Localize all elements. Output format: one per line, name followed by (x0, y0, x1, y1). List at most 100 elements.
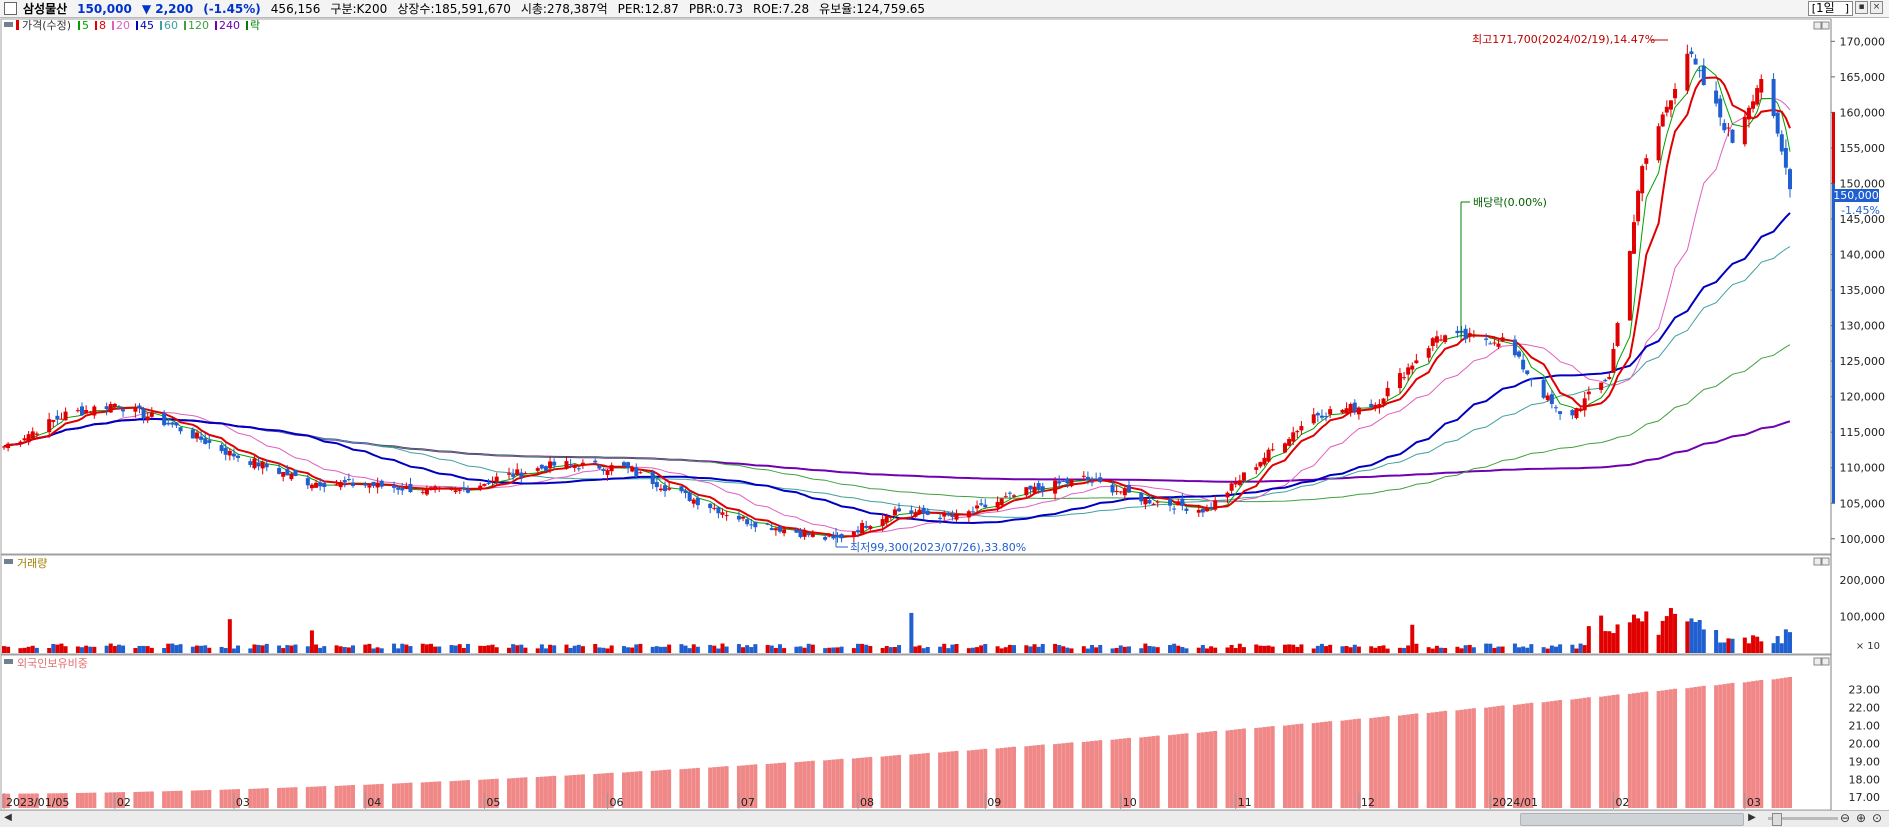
foreign-bar (256, 788, 261, 808)
candle-body (946, 512, 951, 516)
price-restore-icon[interactable] (1813, 21, 1822, 30)
close-icon[interactable]: × (1870, 1, 1883, 14)
candle-body (679, 486, 684, 492)
foreign-bar (428, 781, 433, 808)
volume-menu-icon[interactable] (4, 559, 13, 564)
candle-body (1057, 481, 1062, 484)
volume-bar (979, 645, 984, 653)
volume-bar (925, 647, 930, 653)
foreign-bar (84, 792, 89, 808)
foreign-bar (34, 793, 39, 808)
volume-bar (884, 646, 889, 653)
scroll-bar[interactable]: ◀ ▶ ⊖ ⊕ ⊙ (0, 810, 1889, 827)
foreign-bar (371, 784, 376, 808)
zoom-slider-knob[interactable] (1772, 813, 1782, 826)
foreign-bar (954, 750, 959, 808)
select-checkbox[interactable] (4, 2, 17, 15)
candle-body (108, 404, 113, 413)
volume-restore-icon[interactable] (1813, 557, 1822, 566)
candle-body (1081, 475, 1086, 477)
price-close-icon[interactable] (1821, 21, 1830, 30)
ma-polyline (3, 212, 1791, 525)
foreign-bar (260, 788, 265, 808)
foreign-bar (802, 761, 807, 808)
volume-bar (55, 644, 60, 653)
high-label: 최고171,700(2024/02/19),14.47% (1472, 33, 1655, 46)
foreign-bar (1155, 735, 1160, 808)
volume-bar (1668, 608, 1673, 653)
zoom-reset-icon[interactable]: ⊙ (1872, 811, 1883, 825)
last-price-tag: 150,000 -1.45% (1833, 189, 1880, 217)
price-tick-label: 160,000 (1840, 106, 1886, 119)
zoom-in-icon[interactable]: ⊕ (1856, 811, 1867, 825)
foreign-bar (1385, 716, 1390, 808)
scroll-left-icon[interactable]: ◀ (4, 812, 12, 823)
candle-body (667, 488, 672, 490)
candlestick-series (2, 44, 1792, 543)
candle-body (1118, 491, 1123, 493)
volume-bar (638, 643, 643, 653)
volume-bar (523, 647, 528, 653)
candle-body (572, 465, 577, 468)
foreign-bar (1718, 684, 1723, 808)
foreign-bar (539, 776, 544, 808)
per-value: PER:12.87 (617, 1, 679, 16)
minimize-icon[interactable]: ▪ (1855, 1, 1868, 14)
volume-bar (170, 643, 175, 653)
foreign-bar (1311, 723, 1316, 808)
candle-body (970, 511, 975, 513)
foreign-bar (679, 769, 684, 808)
foreign-bar (1143, 736, 1148, 808)
scroll-thumb[interactable] (1520, 813, 1744, 826)
candle-body (404, 486, 409, 489)
candle-body (145, 416, 150, 421)
candle-body (75, 410, 80, 412)
foreign-menu-icon[interactable] (4, 659, 13, 664)
foreign-close-icon[interactable] (1821, 657, 1830, 666)
candle-body (548, 461, 553, 469)
volume-bar (1213, 647, 1218, 653)
scroll-right-icon[interactable]: ▶ (1748, 812, 1756, 823)
volume-bar (1755, 636, 1760, 653)
candle-body (1525, 370, 1530, 375)
legend-price-marker (16, 20, 19, 30)
period-selector[interactable]: [1일] (1807, 1, 1853, 16)
candle-body (1549, 394, 1554, 404)
volume-bar (1788, 632, 1792, 653)
foreign-bar (1299, 723, 1304, 808)
foreign-restore-icon[interactable] (1813, 657, 1822, 666)
volume-bar (1607, 631, 1612, 653)
foreign-bar (392, 783, 397, 808)
price-tick-label: 150,000 (1840, 177, 1886, 190)
foreign-bar (346, 785, 351, 808)
volume-bar (166, 643, 171, 653)
foreign-bar (1081, 741, 1086, 808)
volume-bar (314, 644, 319, 653)
foreign-bar (334, 785, 339, 808)
volume-close-icon[interactable] (1821, 557, 1830, 566)
foreign-bar (367, 784, 372, 808)
foreign-bar (851, 758, 856, 808)
candle-body (1328, 409, 1333, 415)
volume-bar (1611, 633, 1616, 653)
candle-body (925, 510, 930, 515)
zoom-slider[interactable] (1768, 817, 1838, 820)
stock-chart: 가격(수정) 5 8 20 45 60 120 240 락 거래량 외국인보유비중 170,0… (0, 18, 1886, 810)
volume-bar (1746, 643, 1751, 653)
zoom-out-icon[interactable]: ⊖ (1840, 811, 1851, 825)
volume-bar (322, 646, 327, 653)
foreign-bar (1697, 686, 1702, 808)
panel-menu-icon[interactable] (4, 22, 13, 27)
foreign-bar (457, 780, 462, 808)
price-tick-label: 135,000 (1840, 284, 1886, 297)
candle-body (1204, 508, 1209, 512)
date-label: 10 (1123, 796, 1137, 809)
volume-bar (433, 646, 438, 653)
volume-bar (511, 644, 516, 653)
volume-bar (1172, 643, 1177, 653)
candle-body (999, 498, 1004, 506)
volume-bar (1521, 646, 1526, 653)
volume-value: 456,156 (270, 1, 321, 16)
foreign-bar (1225, 730, 1230, 808)
volume-bar (379, 648, 384, 653)
